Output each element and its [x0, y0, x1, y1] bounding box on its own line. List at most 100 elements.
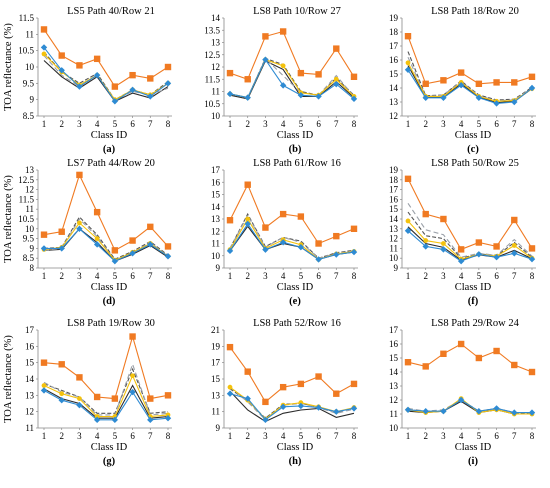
y-tick-label: 11	[25, 423, 34, 433]
series-1-point	[244, 220, 251, 228]
series-4-point	[280, 63, 286, 69]
y-tick-label: 13	[389, 381, 399, 391]
x-tick-label: 7	[334, 271, 339, 281]
x-tick-label: 2	[59, 119, 64, 129]
series-1-point	[297, 91, 305, 99]
series-1-point	[111, 98, 119, 105]
x-tick-label: 3	[441, 271, 446, 281]
y-tick-label: 11	[25, 204, 34, 214]
series-2-line	[407, 36, 533, 85]
x-tick-label: 3	[263, 271, 268, 281]
series-2-point	[350, 225, 358, 232]
y-tick-label: 15	[211, 374, 221, 384]
x-tick-label: 5	[299, 119, 304, 129]
x-tick-label: 5	[477, 431, 482, 441]
x-axis-label: Class ID	[91, 130, 128, 141]
y-tick-label: 10.5	[18, 214, 34, 224]
series-2-point	[457, 69, 465, 76]
y-tick-label: 21	[211, 325, 220, 335]
series-2-point	[440, 77, 447, 84]
y-tick-label: 18	[389, 175, 399, 185]
series-1-point	[164, 253, 172, 260]
series-2-point	[297, 213, 305, 220]
series-4-point	[41, 383, 47, 388]
series-6-line	[229, 390, 355, 423]
series-4-line	[43, 374, 169, 418]
x-tick-label: 6	[130, 431, 135, 441]
series-1-point	[147, 93, 154, 100]
y-tick-label: 17	[389, 325, 399, 335]
series-3-line	[43, 362, 169, 416]
panel-label: (h)	[289, 456, 302, 467]
y-tick-label: 12.5	[204, 50, 220, 60]
series-2-point	[493, 347, 500, 355]
chart-title: LS8 Path 18/Row 20	[431, 6, 519, 17]
x-tick-label: 1	[228, 119, 233, 129]
series-1-point	[93, 71, 101, 79]
series-4-point	[405, 218, 411, 224]
x-tick-label: 1	[42, 271, 47, 281]
series-4-point	[94, 414, 100, 419]
x-tick-label: 5	[299, 271, 304, 281]
y-tick-label: 11	[211, 239, 220, 249]
series-1-line	[407, 230, 533, 262]
series-2-point	[457, 246, 465, 253]
series-2-point	[129, 71, 136, 79]
chart-title: LS8 Path 52/Row 16	[253, 318, 341, 329]
x-tick-label: 8	[530, 119, 535, 129]
y-tick-label: 13	[25, 165, 35, 175]
panel-b: LS8 Path 10/Row 271010.51111.51212.51313…	[204, 6, 358, 155]
y-tick-label: 13	[389, 97, 399, 107]
x-tick-label: 4	[95, 119, 100, 129]
y-tick-label: 10.5	[18, 46, 34, 56]
series-2-point	[147, 395, 154, 402]
x-axis-label: Class ID	[277, 282, 314, 293]
y-tick-label: 9	[216, 423, 221, 433]
y-tick-label: 10	[25, 224, 35, 234]
x-tick-label: 5	[299, 431, 304, 441]
series-2-point	[93, 55, 101, 63]
series-3-line	[407, 202, 533, 258]
series-1-point	[93, 241, 101, 248]
series-1-point	[404, 227, 412, 234]
series-2-point	[226, 217, 234, 224]
series-1-point	[93, 416, 101, 424]
series-2-point	[76, 374, 83, 381]
series-2-point	[511, 361, 518, 369]
panel-label: (g)	[103, 456, 116, 467]
series-1-point	[129, 86, 136, 94]
x-tick-label: 4	[459, 271, 464, 281]
series-1-point	[350, 248, 358, 256]
x-tick-label: 4	[95, 431, 100, 441]
series-4-point	[245, 216, 251, 222]
series-5-line	[43, 216, 169, 260]
x-tick-label: 1	[42, 431, 47, 441]
series-1-point	[262, 416, 269, 424]
series-1-point	[457, 257, 465, 265]
series-4-point	[423, 238, 429, 243]
series-4-point	[333, 76, 339, 82]
series-1-point	[440, 94, 447, 101]
x-axis-label: Class ID	[455, 130, 492, 141]
series-1-point	[315, 404, 322, 411]
series-2-point	[404, 359, 412, 366]
panel-label: (i)	[468, 456, 478, 467]
series-2-point	[93, 208, 101, 216]
panel-label: (d)	[103, 296, 116, 307]
series-2-point	[262, 224, 269, 231]
series-1-point	[528, 84, 536, 92]
series-1-point	[297, 243, 305, 251]
y-tick-label: 11	[25, 29, 34, 39]
series-1-point	[58, 67, 65, 74]
series-4-point	[41, 51, 47, 57]
series-1-point	[493, 100, 500, 107]
series-1-point	[244, 94, 251, 101]
series-2-point	[147, 223, 154, 231]
x-tick-label: 6	[494, 119, 499, 129]
x-tick-label: 7	[334, 431, 339, 441]
